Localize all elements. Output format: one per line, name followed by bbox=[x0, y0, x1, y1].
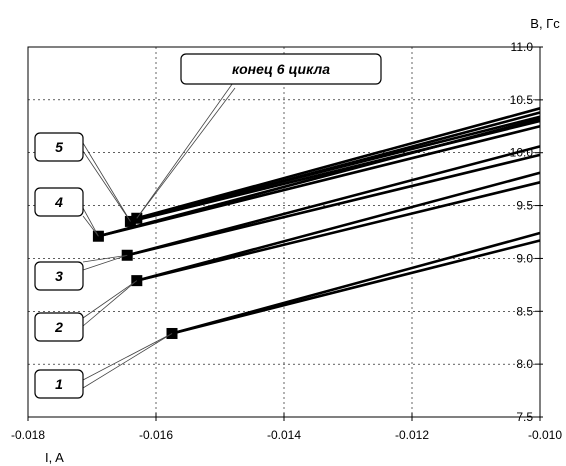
callout-leader bbox=[83, 143, 130, 221]
series-line-2 bbox=[137, 182, 540, 280]
series-line-2b bbox=[137, 173, 540, 281]
x-tick-label: -0.018 bbox=[11, 428, 45, 442]
x-tick-label: -0.010 bbox=[528, 428, 562, 442]
series-line-3b bbox=[127, 146, 540, 255]
callout-leader bbox=[83, 281, 137, 326]
callout-leader bbox=[83, 216, 98, 236]
y-axis-title: B, Гс bbox=[530, 16, 560, 31]
callout-group: 1 2 3 4 5 конец 6 цикла bbox=[35, 54, 381, 398]
callout-label: 2 bbox=[54, 319, 63, 335]
y-tick-label: 7.5 bbox=[516, 410, 533, 424]
marker-group bbox=[93, 213, 177, 338]
callout-label: 5 bbox=[55, 139, 63, 155]
callout-leader bbox=[83, 333, 172, 388]
y-tick-label: 8.5 bbox=[516, 304, 533, 318]
y-tick-label: 11.0 bbox=[511, 40, 534, 54]
callout-label: конец 6 цикла bbox=[232, 61, 330, 77]
callout-leader bbox=[83, 208, 98, 236]
grid-group bbox=[28, 47, 540, 417]
callout-label: 1 bbox=[55, 376, 63, 392]
y-tick-label: 9.5 bbox=[516, 199, 533, 213]
callout-leader bbox=[83, 281, 137, 318]
y-tick-label: 8.0 bbox=[516, 357, 533, 371]
x-axis-title: I, A bbox=[45, 450, 64, 465]
callout-label: 3 bbox=[55, 268, 63, 284]
x-tick-label: -0.012 bbox=[395, 428, 429, 442]
series-group bbox=[98, 108, 540, 333]
series-line-1b bbox=[172, 233, 540, 333]
x-tick-label: -0.014 bbox=[267, 428, 301, 442]
y-tick-label: 9.0 bbox=[516, 251, 533, 265]
callout-leader bbox=[83, 255, 127, 270]
y-tick-label: 10.5 bbox=[510, 93, 534, 107]
x-tick-label: -0.016 bbox=[139, 428, 173, 442]
callout-label: 4 bbox=[54, 194, 63, 210]
callout-leader bbox=[83, 151, 130, 221]
callout-leader bbox=[83, 333, 172, 380]
